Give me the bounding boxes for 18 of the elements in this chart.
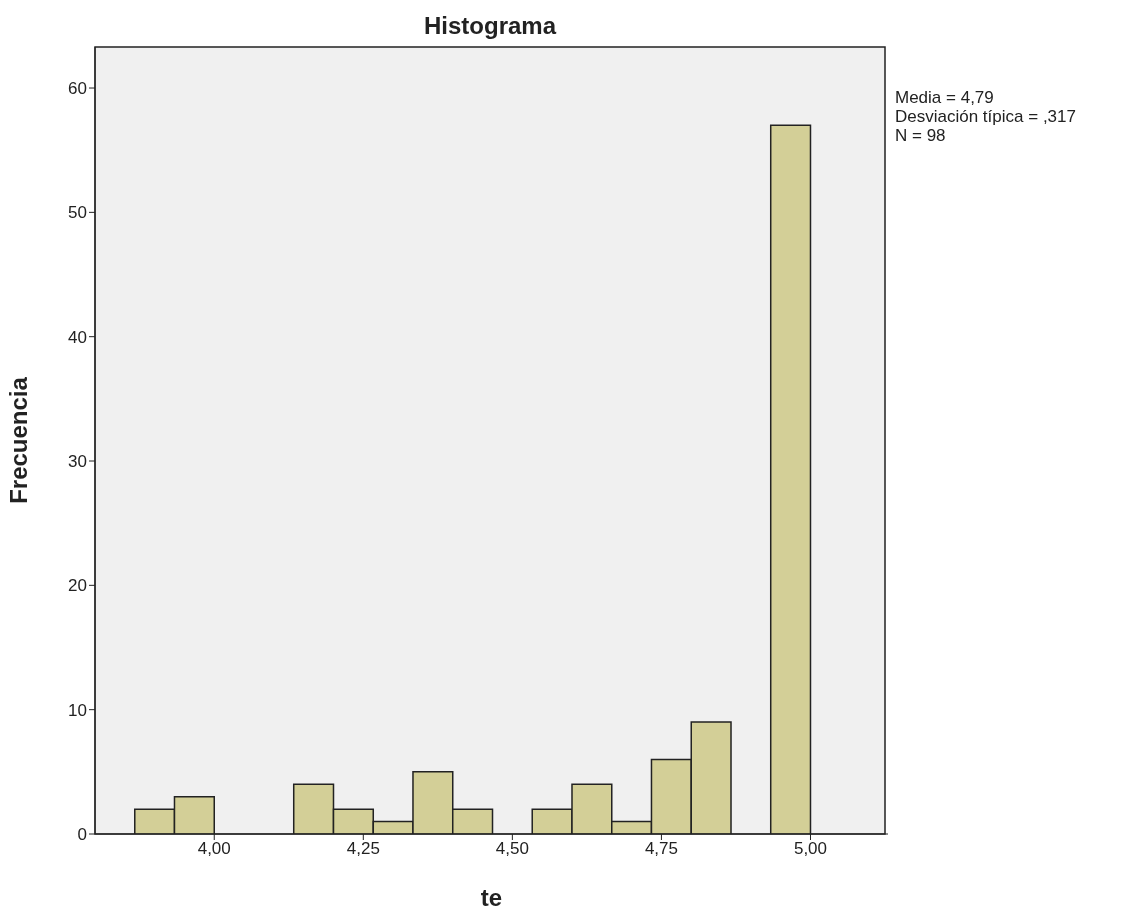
x-tick-label: 5,00	[793, 839, 828, 859]
y-tick-label: 60	[68, 79, 87, 99]
y-tick-label: 0	[77, 825, 87, 845]
x-tick-label: 4,50	[495, 839, 529, 859]
y-tick-label: 30	[68, 452, 87, 472]
y-tick-label: 10	[68, 700, 87, 720]
text: Media = 4,79	[895, 88, 995, 107]
y-tick-label: 20	[68, 576, 87, 596]
x-tick-label: 4,25	[346, 839, 380, 859]
text: N = 98	[895, 126, 947, 145]
x-tick-label: 4,00	[197, 839, 231, 859]
y-tick-label: 50	[68, 203, 87, 223]
y-tick-label: 40	[68, 327, 87, 347]
x-tick-label: 4,75	[644, 839, 678, 859]
x-axis-title: te	[480, 884, 503, 911]
chart-title: Histograma	[422, 12, 558, 40]
y-axis-title: Frecuencia	[4, 376, 32, 504]
text: Desviación típica = ,317	[895, 107, 1076, 126]
